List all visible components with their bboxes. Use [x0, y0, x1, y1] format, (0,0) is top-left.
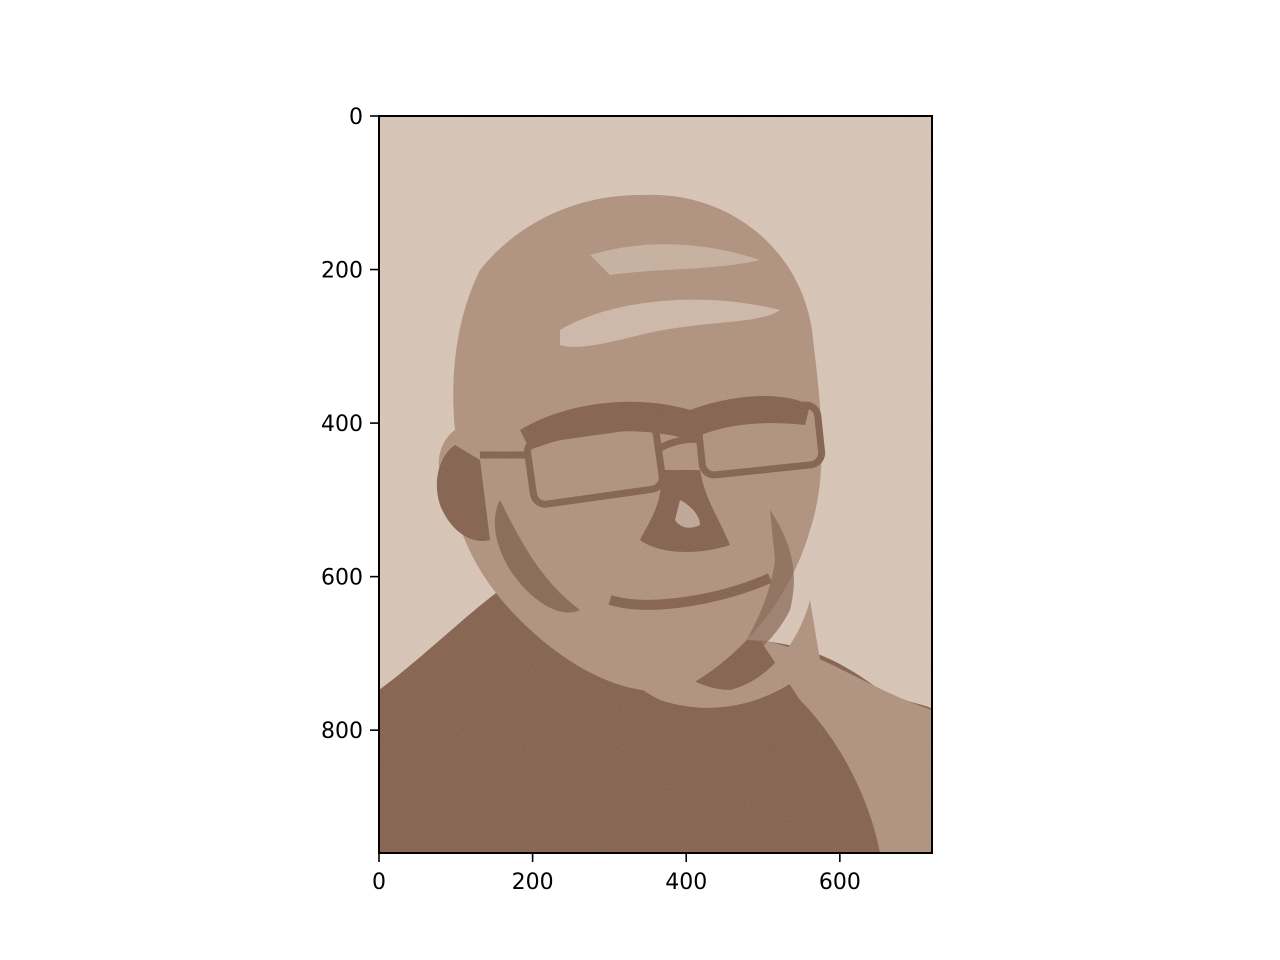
image-grain — [379, 116, 932, 853]
posterized-portrait-image — [379, 116, 932, 853]
y-tick-label: 0 — [349, 105, 363, 130]
y-tick-label: 800 — [321, 719, 363, 744]
x-tick-label: 200 — [512, 870, 554, 895]
y-tick-label: 600 — [321, 566, 363, 591]
y-axis: 0 200 400 600 800 — [321, 105, 379, 744]
x-tick-label: 0 — [372, 870, 386, 895]
x-tick-label: 600 — [819, 870, 861, 895]
y-tick-label: 200 — [321, 259, 363, 284]
x-tick-label: 400 — [665, 870, 707, 895]
y-tick-label: 400 — [321, 412, 363, 437]
axes-frame — [378, 115, 933, 854]
x-axis: 0 200 400 600 — [372, 853, 861, 895]
